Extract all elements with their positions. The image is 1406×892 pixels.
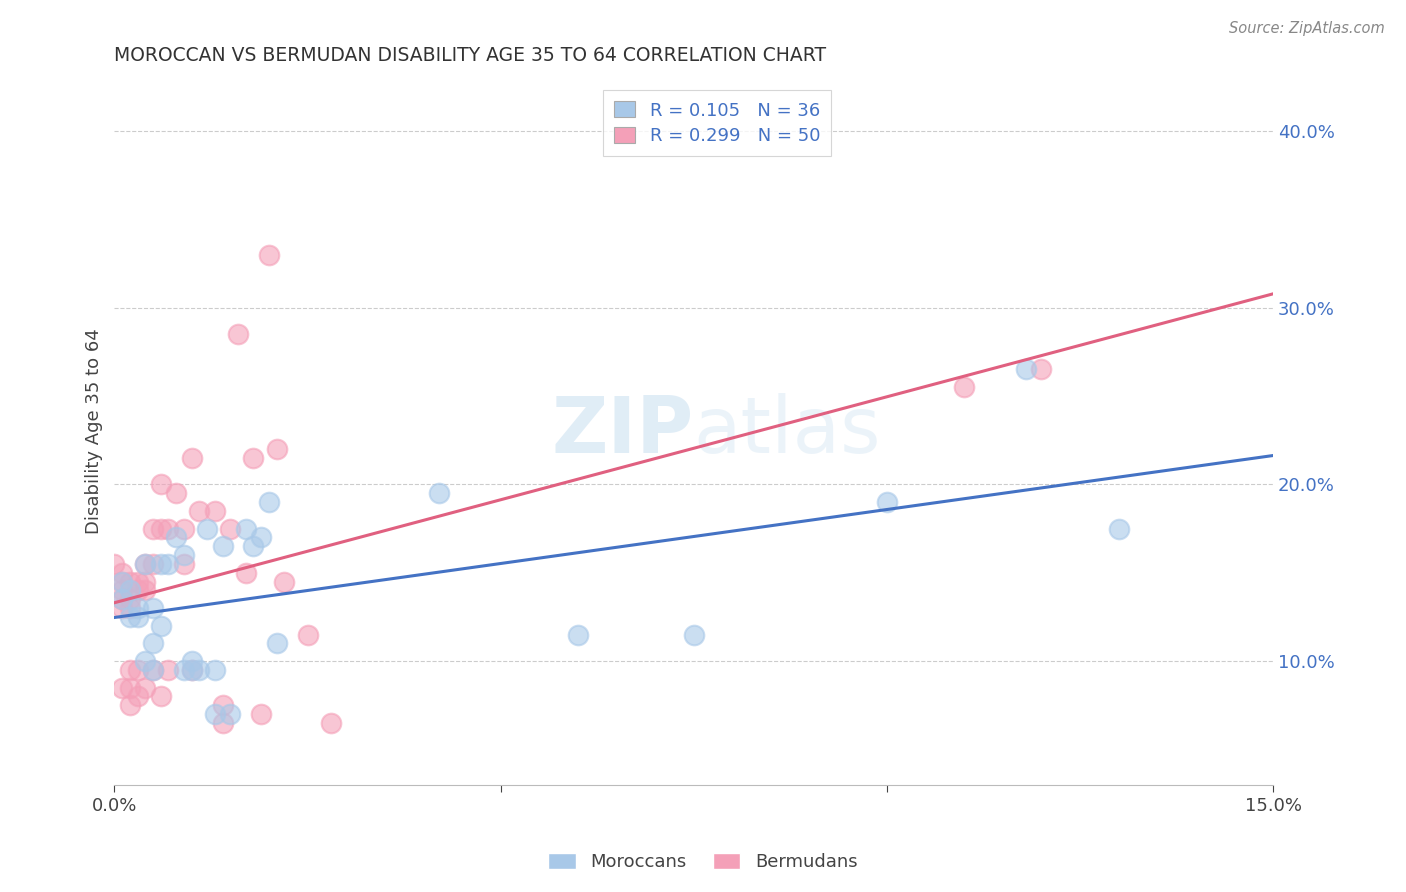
Point [111, 601, 134, 615]
Legend: Moroccans, Bermudans: Moroccans, Bermudans [541, 846, 865, 879]
Point [149, 522, 172, 536]
Point [235, 566, 257, 580]
Point [118, 592, 141, 607]
Point [953, 380, 976, 394]
Point [149, 618, 172, 632]
Point [111, 681, 134, 695]
Point [242, 539, 264, 553]
Point [195, 522, 218, 536]
Point [127, 583, 149, 598]
Point [219, 707, 242, 722]
Point [149, 557, 172, 571]
Point [111, 583, 134, 598]
Point [157, 663, 180, 677]
Point [180, 663, 202, 677]
Point [297, 627, 319, 641]
Point [142, 557, 165, 571]
Point [118, 574, 141, 589]
Point [134, 654, 156, 668]
Point [266, 636, 288, 650]
Text: MOROCCAN VS BERMUDAN DISABILITY AGE 35 TO 64 CORRELATION CHART: MOROCCAN VS BERMUDAN DISABILITY AGE 35 T… [114, 46, 827, 65]
Point [111, 592, 134, 607]
Point [211, 539, 233, 553]
Point [211, 715, 233, 730]
Point [157, 557, 180, 571]
Point [180, 663, 202, 677]
Point [226, 327, 249, 342]
Point [111, 574, 134, 589]
Point [257, 495, 280, 509]
Point [127, 690, 149, 704]
Point [257, 247, 280, 261]
Point [204, 707, 226, 722]
Point [1108, 522, 1130, 536]
Point [682, 627, 704, 641]
Y-axis label: Disability Age 35 to 64: Disability Age 35 to 64 [86, 328, 103, 534]
Point [127, 574, 149, 589]
Point [118, 610, 141, 624]
Point [157, 522, 180, 536]
Point [103, 557, 125, 571]
Point [111, 566, 134, 580]
Point [165, 486, 187, 500]
Point [142, 663, 165, 677]
Point [118, 681, 141, 695]
Point [204, 504, 226, 518]
Text: ZIP: ZIP [551, 393, 693, 469]
Point [250, 530, 273, 544]
Point [173, 663, 195, 677]
Text: Source: ZipAtlas.com: Source: ZipAtlas.com [1229, 21, 1385, 36]
Point [134, 574, 156, 589]
Point [149, 477, 172, 491]
Point [111, 592, 134, 607]
Point [118, 583, 141, 598]
Point [180, 450, 202, 465]
Point [134, 557, 156, 571]
Point [219, 522, 242, 536]
Point [173, 522, 195, 536]
Point [118, 663, 141, 677]
Point [118, 601, 141, 615]
Point [118, 698, 141, 713]
Point [1015, 362, 1038, 376]
Point [188, 663, 211, 677]
Point [142, 601, 165, 615]
Point [142, 636, 165, 650]
Point [165, 530, 187, 544]
Legend: R = 0.105   N = 36, R = 0.299   N = 50: R = 0.105 N = 36, R = 0.299 N = 50 [603, 90, 831, 156]
Point [266, 442, 288, 456]
Point [111, 574, 134, 589]
Point [134, 681, 156, 695]
Point [127, 601, 149, 615]
Point [427, 486, 450, 500]
Point [319, 715, 342, 730]
Point [1031, 362, 1053, 376]
Point [567, 627, 589, 641]
Point [242, 450, 264, 465]
Point [142, 522, 165, 536]
Point [173, 548, 195, 562]
Point [188, 504, 211, 518]
Point [180, 654, 202, 668]
Point [235, 522, 257, 536]
Point [273, 574, 295, 589]
Text: atlas: atlas [693, 393, 882, 469]
Point [134, 557, 156, 571]
Point [250, 707, 273, 722]
Point [204, 663, 226, 677]
Point [134, 583, 156, 598]
Point [876, 495, 898, 509]
Point [142, 663, 165, 677]
Point [211, 698, 233, 713]
Point [173, 557, 195, 571]
Point [149, 690, 172, 704]
Point [127, 663, 149, 677]
Point [127, 610, 149, 624]
